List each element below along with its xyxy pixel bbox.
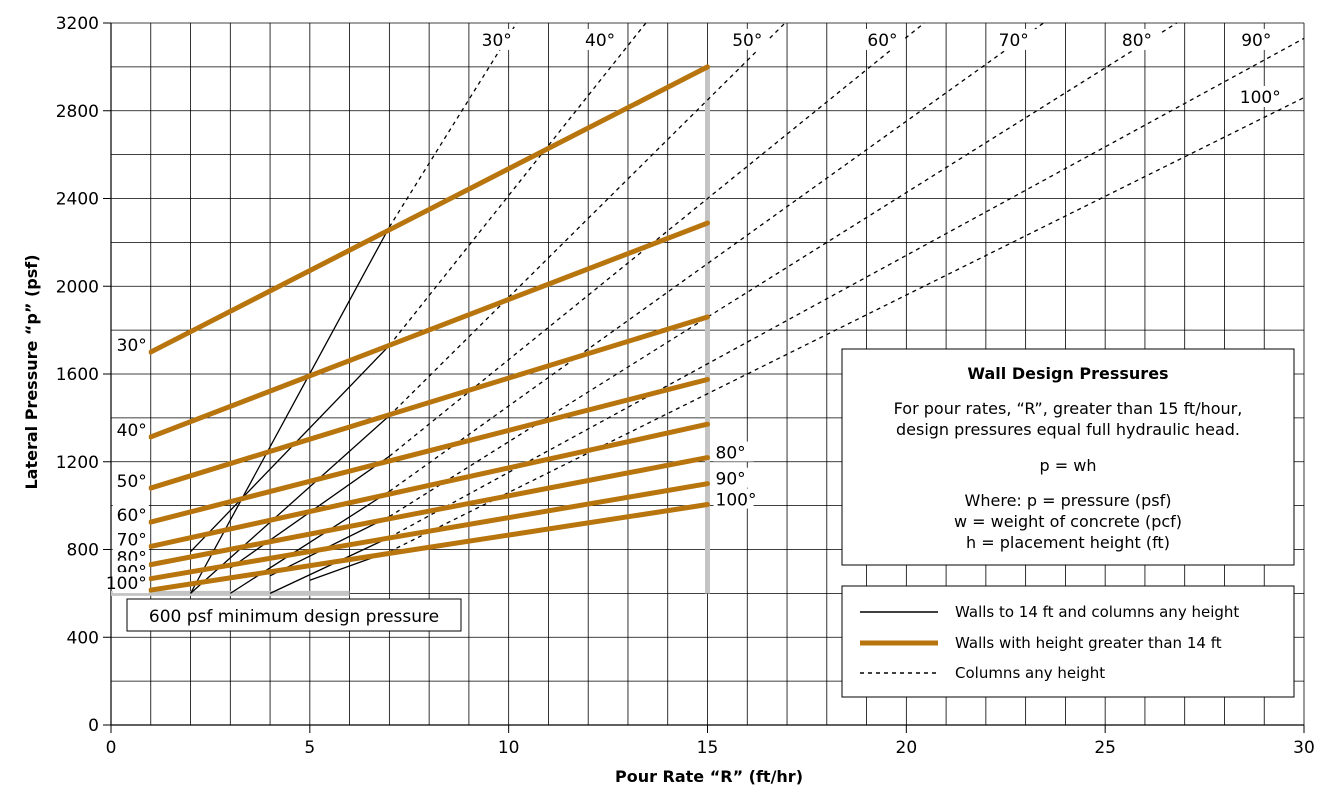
wall-tall-line: [148, 314, 710, 491]
temp-label-bg: [112, 504, 149, 526]
x-tick-label: 0: [106, 738, 117, 758]
info-box-where3: h = placement height (ft): [966, 533, 1170, 552]
temp-label-bg: [112, 418, 149, 440]
wall-tall-line: [148, 220, 710, 440]
info-box-line1: For pour rates, “R”, greater than 15 ft/…: [894, 399, 1243, 418]
temp-label-left: 60°: [117, 506, 147, 526]
legend-label-solid: Walls to 14 ft and columns any height: [955, 603, 1239, 621]
wall-tall-line: [148, 376, 710, 525]
temp-label-bg: [713, 441, 754, 462]
temp-label-bg: [112, 334, 149, 356]
info-box-title: Wall Design Pressures: [967, 364, 1168, 383]
min-pressure-label: 600 psf minimum design pressure: [149, 607, 439, 627]
wall-14ft-line: [190, 345, 390, 553]
temp-label-bg: [1234, 28, 1279, 50]
temp-label-right: 90°: [716, 470, 746, 490]
temp-label-top: 60°: [867, 31, 897, 51]
x-tick-label: 5: [304, 738, 315, 758]
column-line: [389, 22, 1178, 518]
temp-label-bg: [1114, 28, 1159, 50]
y-axis-label: Lateral Pressure “p” (psf): [22, 254, 41, 489]
wall-14ft-line: [229, 490, 390, 594]
wall-tall-line: [148, 481, 710, 582]
info-box-line2: design pressures equal full hydraulic he…: [896, 420, 1240, 439]
temp-label-bg: [474, 28, 519, 50]
temp-label-top: 90°: [1241, 31, 1271, 51]
x-tick-label: 25: [1094, 738, 1116, 758]
temp-label-left: 70°: [117, 530, 147, 550]
y-tick-label: 1600: [56, 365, 99, 385]
temp-label-top: 80°: [1122, 31, 1152, 51]
temp-label-bg: [725, 28, 770, 50]
temp-label-left: 50°: [117, 472, 147, 492]
y-tick-label: 2800: [56, 102, 99, 122]
temp-label-bg: [112, 528, 149, 550]
wall-14ft-line: [269, 536, 390, 594]
x-tick-label: 20: [896, 738, 918, 758]
y-tick-label: 0: [88, 716, 99, 736]
info-box: Wall Design Pressures For pour rates, “R…: [841, 348, 1295, 566]
y-tick-label: 2400: [56, 190, 99, 210]
temp-label-bg: [991, 28, 1036, 50]
series-layer: 30°40°50°60°70°80°90°100°80°90°100°30°40…: [106, 22, 1305, 596]
column-line: [389, 37, 1305, 539]
wall-tall-line: [148, 421, 710, 549]
y-tick-label: 1200: [56, 453, 99, 473]
wall-tall-line: [148, 502, 710, 593]
column-line: [388, 22, 518, 228]
temp-label-top: 50°: [732, 31, 762, 51]
legend-label-thick: Walls with height greater than 14 ft: [955, 634, 1222, 652]
y-tick-label: 3200: [56, 14, 99, 34]
y-tick-label: 800: [67, 541, 99, 561]
y-tick-label: 2000: [56, 277, 99, 297]
x-tick-label: 10: [498, 738, 520, 758]
temp-label-bg: [1238, 85, 1283, 107]
wall-tall-line: [148, 455, 710, 568]
y-tick-label: 400: [67, 628, 99, 648]
temp-label-top: 40°: [585, 31, 615, 51]
temp-label-bg: [112, 470, 149, 492]
temp-label-right: 100°: [716, 491, 757, 511]
temp-label-left: 100°: [106, 574, 147, 594]
legend-label-dashed: Columns any height: [955, 664, 1105, 682]
temp-label-bg: [713, 488, 754, 509]
x-tick-label: 15: [697, 738, 719, 758]
info-box-where2: w = weight of concrete (pcf): [954, 512, 1182, 531]
wall-tall-line: [148, 64, 710, 355]
temp-label-bg: [578, 28, 623, 50]
info-box-where1: Where: p = pressure (psf): [965, 491, 1172, 510]
temp-label-bg: [860, 28, 905, 50]
legend: Walls to 14 ft and columns any height Wa…: [841, 585, 1295, 698]
info-box-formula: p = wh: [1040, 456, 1097, 475]
temp-label-left: 40°: [117, 421, 147, 441]
temp-label-top: 30°: [482, 31, 512, 51]
temp-label-bg: [713, 467, 754, 488]
temp-label-right: 80°: [716, 444, 746, 464]
temp-label-left: 30°: [117, 336, 147, 356]
column-line: [388, 22, 925, 457]
temp-label-top: 100°: [1240, 88, 1281, 108]
temp-label-top: 70°: [999, 31, 1029, 51]
temp-label-bg: [112, 572, 149, 594]
min-pressure-label-box: 600 psf minimum design pressure: [126, 598, 462, 632]
x-tick-label: 30: [1293, 738, 1315, 758]
column-line: [388, 22, 786, 417]
column-line: [388, 22, 1044, 492]
column-line: [389, 97, 1305, 553]
x-axis-label: Pour Rate “R” (ft/hr): [615, 767, 803, 786]
